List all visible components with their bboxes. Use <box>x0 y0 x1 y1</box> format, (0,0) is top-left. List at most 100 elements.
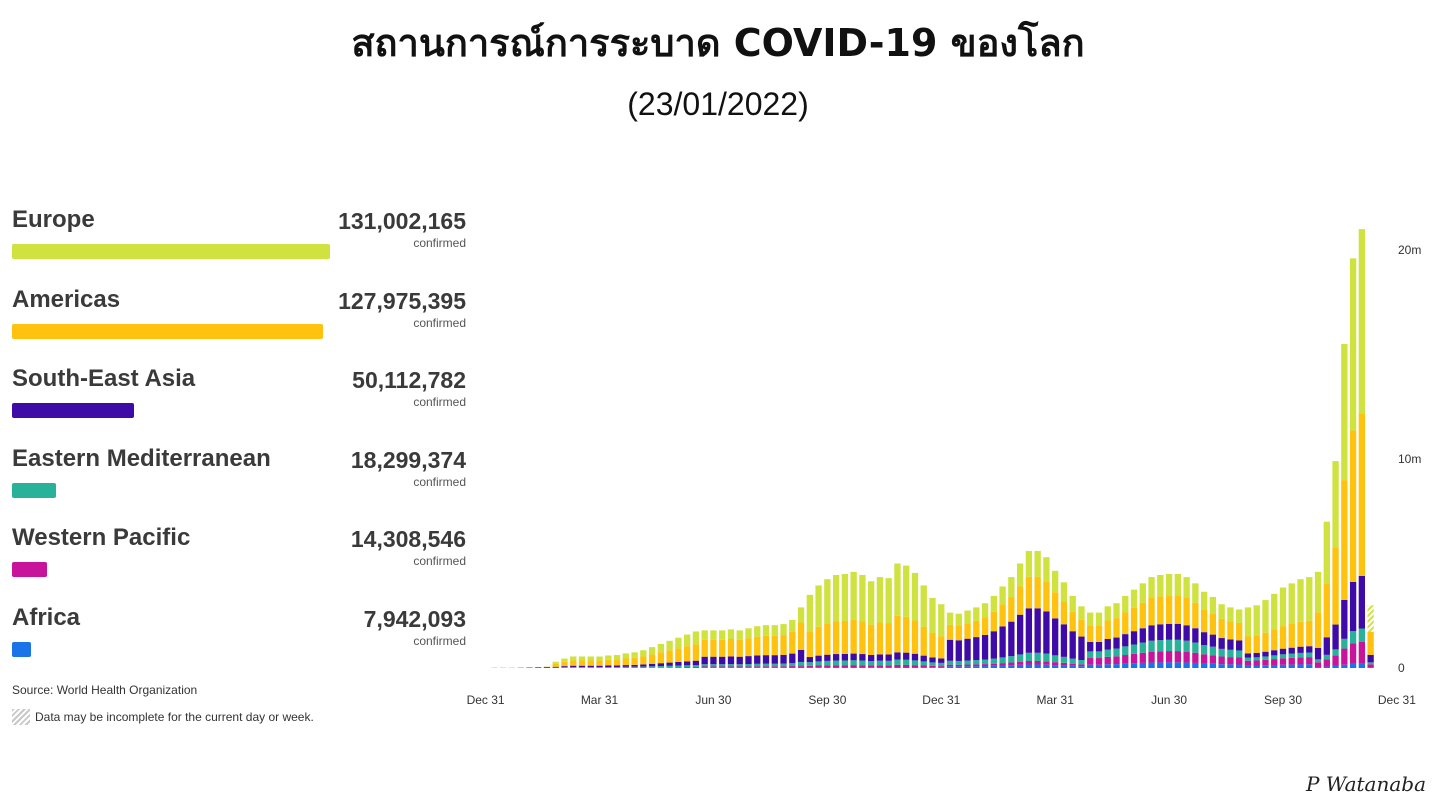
bar-segment-americas <box>596 660 603 666</box>
bar-segment-europe <box>1043 557 1050 582</box>
bar-segment-africa <box>1008 665 1015 668</box>
bar-segment-western-pacific <box>1069 663 1076 666</box>
bar-segment-americas <box>754 636 761 656</box>
bar-segment-eastern-mediterranean <box>1218 648 1225 657</box>
bar-segment-eastern-mediterranean <box>692 665 700 667</box>
bar-segment-eastern-mediterranean <box>684 665 691 667</box>
bar-segment-africa <box>1087 664 1094 668</box>
bar-segment-americas <box>675 648 682 662</box>
bar-segment-americas <box>1253 635 1260 653</box>
bar-segment-europe <box>780 624 787 636</box>
bar-segment-americas <box>736 639 743 657</box>
bar-segment-western-pacific <box>894 664 901 667</box>
region-unit: confirmed <box>413 554 466 568</box>
bar-segment-eastern-mediterranean <box>850 660 857 666</box>
bar-segment-africa <box>1332 665 1339 668</box>
bar-segment-western-pacific <box>1227 657 1234 665</box>
bar-segment-eastern-mediterranean <box>1314 659 1322 663</box>
bar-segment-europe <box>885 578 892 624</box>
bar-segment-western-pacific <box>1174 651 1181 663</box>
bar-segment-africa <box>946 666 954 668</box>
bar-segment-africa <box>911 667 919 668</box>
bar-segment-americas <box>789 631 796 654</box>
bar-segment-europe <box>955 613 962 626</box>
bar-segment-eastern-mediterranean <box>1060 656 1068 663</box>
bar-segment-western-pacific <box>675 667 682 668</box>
region-bar <box>12 641 31 657</box>
bar-segment-south-east-asia <box>789 653 796 664</box>
bar-segment-africa <box>1104 664 1111 668</box>
bar-segment-americas <box>894 615 901 653</box>
bar-segment-south-east-asia <box>1060 624 1068 657</box>
bar-segment-south-east-asia <box>1148 625 1155 641</box>
bar-segment-eastern-mediterranean <box>911 660 919 666</box>
bar-segment-africa <box>850 667 857 668</box>
bar-segment-south-east-asia <box>1209 634 1217 647</box>
bar-segment-south-east-asia <box>1262 651 1269 657</box>
bar-segment-europe <box>990 595 997 612</box>
region-bar <box>12 403 134 418</box>
bar-segment-western-pacific <box>1236 657 1243 665</box>
bar-segment-africa <box>1122 663 1129 668</box>
bar-segment-eastern-mediterranean <box>754 663 761 667</box>
bar-segment-south-east-asia <box>1095 641 1103 652</box>
bar-segment-south-east-asia <box>736 656 743 665</box>
bar-segment-europe <box>920 585 927 627</box>
bar-segment-eastern-mediterranean <box>1104 649 1111 657</box>
y-tick-label: 20m <box>1398 243 1421 257</box>
x-tick-label: Mar 31 <box>581 693 619 707</box>
bar-segment-south-east-asia <box>1349 581 1357 632</box>
bar-segment-western-pacific <box>1052 662 1059 666</box>
x-tick-label: Dec 31 <box>1378 693 1416 707</box>
bar-segment-africa <box>1078 666 1085 668</box>
bar-segment-eastern-mediterranean <box>1253 657 1260 661</box>
bar-segment-europe <box>1122 595 1129 613</box>
bar-segment-eastern-mediterranean <box>1279 654 1287 659</box>
bar-segment-south-east-asia <box>920 655 927 662</box>
bar-segment-europe <box>1253 605 1260 636</box>
bar-segment-western-pacific <box>1349 643 1357 664</box>
bar-segment-americas <box>605 659 612 666</box>
bar-segment-europe <box>1060 582 1068 602</box>
region-name: Western Pacific <box>12 524 191 551</box>
bar-segment-south-east-asia <box>1192 628 1199 643</box>
bar-segment-south-east-asia <box>868 654 875 662</box>
bar-segment-south-east-asia <box>719 656 726 665</box>
bar-segment-africa <box>797 666 805 668</box>
bar-segment-africa <box>859 667 866 668</box>
bar-segment-europe <box>1227 607 1234 622</box>
bar-segment-south-east-asia <box>561 666 568 668</box>
bar-segment-western-pacific <box>859 665 866 668</box>
bar-segment-americas <box>981 617 989 635</box>
bar-segment-europe <box>1157 575 1164 597</box>
bar-segment-south-east-asia <box>666 662 673 666</box>
bar-segment-eastern-mediterranean <box>955 660 962 665</box>
region-value: 127,975,395 <box>338 287 466 314</box>
bar-segment-europe <box>981 603 989 618</box>
bar-segment-western-pacific <box>946 664 954 667</box>
bar-segment-africa <box>1025 664 1033 668</box>
region-item: South-East Asia 50,112,782 confirmed <box>12 365 472 443</box>
bar-segment-eastern-mediterranean <box>929 662 936 666</box>
bar-segment-eastern-mediterranean <box>1271 655 1278 660</box>
bar-segment-eastern-mediterranean <box>920 661 927 666</box>
bar-segment-americas <box>955 625 962 641</box>
bar-segment-americas <box>964 623 971 639</box>
bar-segment-africa <box>1130 663 1138 668</box>
bar-segment-south-east-asia <box>1341 599 1348 639</box>
bar-segment-europe <box>964 610 971 624</box>
bar-segment-eastern-mediterranean <box>1288 653 1295 658</box>
bar-segment-south-east-asia <box>1244 653 1252 658</box>
bar-segment-eastern-mediterranean <box>964 660 971 665</box>
bar-segment-africa <box>1069 665 1076 668</box>
bar-segment-americas <box>710 639 717 657</box>
bar-segment-africa <box>754 667 761 668</box>
bar-segment-eastern-mediterranean <box>973 660 980 665</box>
bar-segment-americas <box>1341 480 1348 600</box>
bar-segment-south-east-asia <box>999 626 1006 658</box>
bar-segment-europe <box>675 637 682 649</box>
bar-segment-western-pacific <box>797 665 805 667</box>
bar-segment-south-east-asia <box>1043 611 1050 654</box>
bar-segment-south-east-asia <box>929 657 936 663</box>
bar-segment-europe <box>745 628 752 639</box>
